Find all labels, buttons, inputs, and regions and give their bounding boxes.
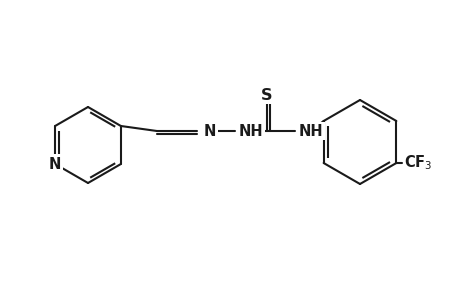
- Text: CF$_3$: CF$_3$: [403, 154, 432, 172]
- Text: S: S: [261, 88, 272, 103]
- Text: N: N: [203, 124, 216, 139]
- Text: NH: NH: [298, 124, 323, 139]
- Text: NH: NH: [238, 124, 263, 139]
- Text: N: N: [49, 157, 61, 172]
